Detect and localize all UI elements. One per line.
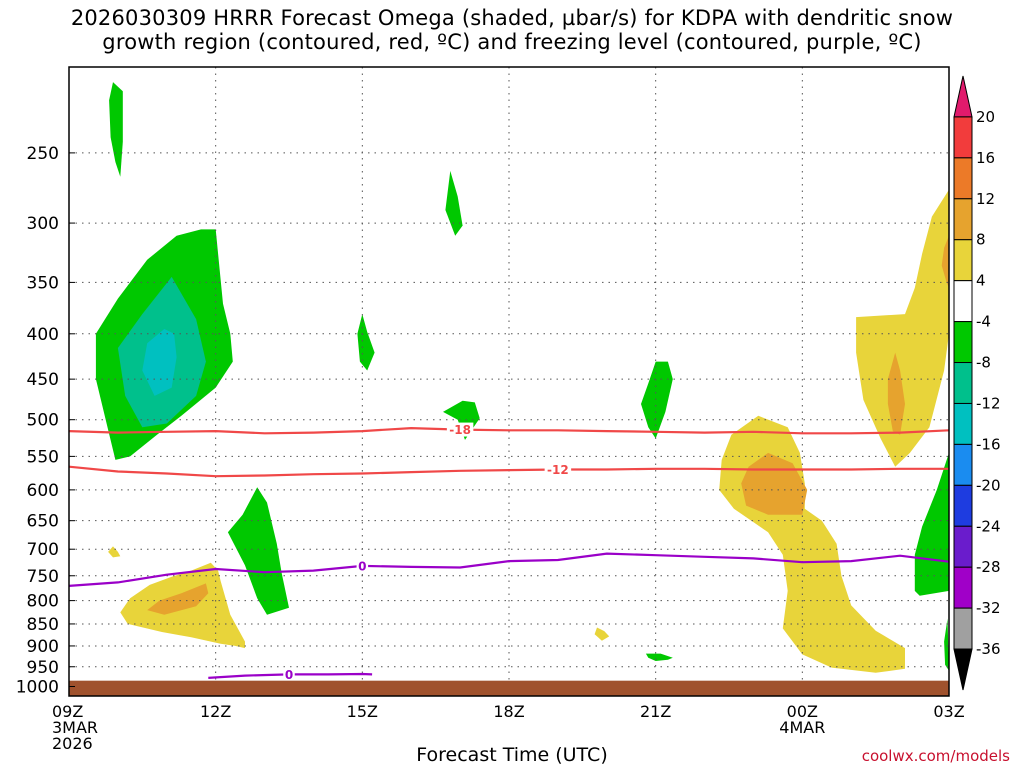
ytick-950: 950 (27, 658, 59, 678)
ytick-900: 900 (27, 637, 59, 657)
xtick-15-line-0: 00Z (787, 702, 818, 721)
ytick-300: 300 (27, 214, 59, 234)
omega-region-20 (941, 235, 949, 288)
colorbar-label-11: -28 (976, 558, 1001, 576)
contour-line-1 (68, 465, 949, 478)
colorbar-swatch-6 (953, 321, 973, 364)
colorbar-swatch-4 (953, 239, 973, 282)
ytick-400: 400 (27, 325, 59, 345)
title-line-1: 2026030309 HRRR Forecast Omega (shaded, … (70, 6, 954, 30)
ytick-550: 550 (27, 447, 59, 467)
ytick-500: 500 (27, 411, 59, 431)
omega-region-8 (227, 487, 289, 615)
ytick-850: 850 (27, 615, 59, 635)
colorbar-label-4: 4 (976, 272, 986, 290)
x-axis-label: Forecast Time (UTC) (416, 744, 608, 766)
omega-region-17 (741, 452, 808, 515)
colorbar-label-0: 20 (976, 108, 995, 126)
contour-line-3 (208, 672, 373, 679)
colorbar-label-13: -36 (976, 640, 1001, 658)
contour-label-bg-3 (283, 667, 295, 682)
contour-label-bg-0 (446, 422, 474, 437)
ytick-600: 600 (27, 481, 59, 501)
xtick-12-line-0: 21Z (640, 702, 671, 721)
omega-region-11 (645, 653, 673, 661)
xtick-6-line-0: 15Z (347, 702, 378, 721)
chart-title: 2026030309 HRRR Forecast Omega (shaded, … (0, 6, 1024, 54)
colorbar-swatch-10 (953, 484, 973, 527)
xtick-15-line-1: 4MAR (779, 718, 825, 737)
colorbar-swatch-2 (953, 157, 973, 200)
xtick-0-line-0: 09Z (52, 702, 83, 721)
title-line-2: growth region (contoured, red, ºC) and f… (102, 30, 922, 54)
colorbar-swatch-5 (953, 280, 973, 323)
pressure-axis: 2503003504004505005506006507007508008509… (16, 144, 75, 697)
ytick-350: 350 (27, 273, 59, 293)
omega-region-0 (109, 82, 123, 177)
colorbar-bottom-triangle (953, 648, 973, 691)
ytick-750: 750 (27, 567, 59, 587)
xtick-0-line-2: 2026 (52, 734, 93, 753)
credit-text: coolwx.com/models (861, 747, 1010, 765)
xtick-0-line-1: 3MAR (52, 718, 98, 737)
ytick-700: 700 (27, 540, 59, 560)
omega-region-5 (445, 170, 463, 236)
omega-shading (95, 82, 949, 673)
colorbar-label-3: 8 (976, 231, 986, 249)
colorbar-label-5: -4 (976, 313, 991, 331)
ytick-650: 650 (27, 512, 59, 532)
colorbar-swatch-3 (953, 198, 973, 241)
ytick-450: 450 (27, 370, 59, 390)
omega-region-19 (887, 352, 905, 435)
contour-label-bg-2 (356, 558, 369, 573)
contour-label-bg-1 (544, 462, 572, 477)
colorbar-label-2: 12 (976, 190, 995, 208)
ytick-250: 250 (27, 144, 59, 164)
colorbar-label-10: -24 (976, 517, 1001, 535)
temperature-contours: -18 -12 0 0 (68, 422, 950, 682)
ytick-1000: 1000 (16, 677, 59, 697)
omega-region-12 (108, 546, 121, 558)
colorbar-label-9: -20 (976, 476, 1001, 494)
colorbar: 20 16 12 8 4 -4 -8 -12 -16 -20 -24 -28 -32 -36 (953, 75, 1001, 691)
colorbar-swatch-7 (953, 362, 973, 404)
contour-label-2: 0 (358, 559, 366, 573)
omega-region-16 (719, 415, 905, 673)
contour-label-1: -12 (547, 463, 569, 477)
colorbar-label-8: -16 (976, 435, 1001, 453)
contour-label-3: 0 (285, 668, 293, 682)
colorbar-swatch-8 (953, 402, 973, 445)
contour-line-0 (68, 426, 950, 435)
ytick-800: 800 (27, 592, 59, 612)
omega-region-14 (147, 583, 209, 615)
ground-below-surface (69, 680, 949, 696)
contour-line-2 (68, 552, 950, 587)
colorbar-swatch-12 (953, 566, 973, 609)
omega-region-18 (856, 189, 949, 467)
colorbar-label-6: -8 (976, 354, 991, 372)
colorbar-swatch-1 (953, 116, 973, 159)
plot-frame (68, 66, 950, 697)
xtick-3-line-0: 12Z (200, 702, 231, 721)
colorbar-label-1: 16 (976, 149, 995, 167)
xtick-9-line-0: 18Z (493, 702, 524, 721)
omega-region-9 (914, 452, 949, 596)
colorbar-label-12: -32 (976, 599, 1001, 617)
colorbar-top-triangle (953, 75, 973, 118)
xtick-18-line-0: 03Z (933, 702, 964, 721)
colorbar-label-7: -12 (976, 394, 1001, 412)
omega-region-15 (594, 627, 610, 641)
omega-region-10 (944, 618, 949, 671)
colorbar-swatch-9 (953, 443, 973, 486)
omega-region-3 (142, 329, 177, 396)
colorbar-swatch-11 (953, 525, 973, 568)
omega-region-7 (641, 361, 673, 439)
colorbar-swatch-13 (953, 607, 973, 650)
contour-label-0: -18 (449, 423, 471, 437)
omega-region-4 (357, 314, 375, 371)
